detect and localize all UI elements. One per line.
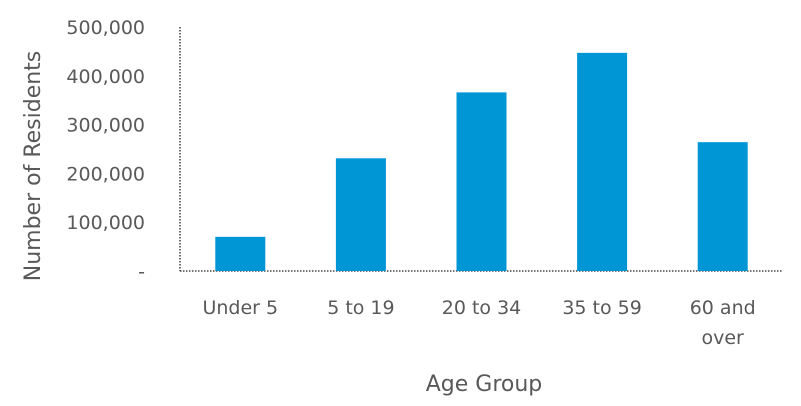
bar [335, 158, 386, 271]
x-axis: Under 5 5 to 19 20 to 34 35 to 59 60 and over [180, 270, 783, 349]
y-tick-label: 300,000 [66, 115, 145, 137]
y-tick-label: 500,000 [66, 17, 145, 39]
bar [456, 92, 507, 271]
x-tick-label: 35 to 59 [562, 297, 642, 319]
y-axis-title: Number of Residents [21, 51, 46, 282]
bar [577, 52, 628, 271]
bar [697, 142, 748, 271]
y-axis: - 100,000 200,000 300,000 400,000 500,000 [66, 17, 181, 283]
x-axis-title: Age Group [426, 372, 543, 397]
x-tick-label: 60 and over [690, 297, 756, 349]
y-tick-label: 400,000 [66, 66, 145, 88]
y-tick-label: - [138, 261, 145, 283]
bar [215, 236, 266, 271]
bars [215, 52, 748, 271]
y-tick-label: 100,000 [66, 212, 145, 234]
x-tick-label: Under 5 [202, 297, 278, 319]
x-tick-label: 5 to 19 [327, 297, 394, 319]
y-tick-label: 200,000 [66, 163, 145, 185]
x-tick-label: 20 to 34 [442, 297, 522, 319]
